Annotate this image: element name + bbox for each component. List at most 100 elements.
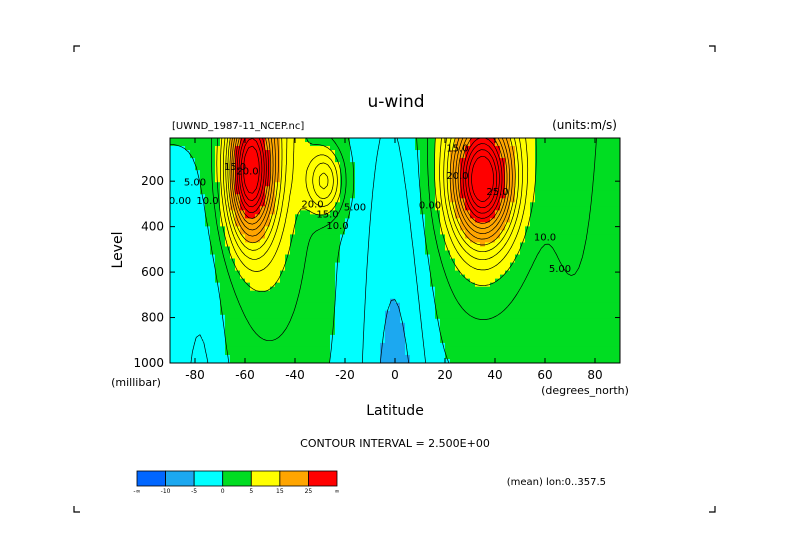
- contour-cell: [485, 286, 491, 292]
- contour-cell: [190, 278, 196, 284]
- contour-cell: [395, 230, 401, 236]
- contour-cell: [195, 274, 201, 280]
- contour-cell: [595, 226, 601, 232]
- contour-cell: [430, 318, 436, 324]
- contour-cell: [530, 226, 536, 232]
- contour-cell: [410, 238, 416, 244]
- contour-cell: [535, 198, 541, 203]
- contour-cell: [230, 250, 236, 256]
- contour-cell: [335, 306, 341, 312]
- contour-cell: [185, 214, 191, 219]
- contour-cell: [350, 358, 356, 363]
- contour-cell: [385, 234, 391, 240]
- contour-cell: [530, 358, 536, 363]
- contour-cell: [375, 174, 381, 179]
- contour-cell: [250, 270, 256, 276]
- contour-cell: [510, 274, 516, 280]
- contour-cell: [540, 302, 546, 308]
- contour-cell: [480, 322, 486, 328]
- contour-cell: [365, 282, 371, 288]
- contour-cell: [545, 294, 551, 300]
- contour-cell: [375, 322, 381, 328]
- contour-cell: [500, 318, 506, 324]
- contour-cell: [215, 342, 221, 348]
- contour-cell: [350, 202, 356, 207]
- contour-cell: [360, 306, 366, 312]
- contour-cell: [595, 230, 601, 236]
- contour-cell: [310, 150, 316, 155]
- contour-cell: [175, 334, 181, 340]
- contour-cell: [335, 154, 341, 159]
- contour-cell: [485, 290, 491, 296]
- contour-cell: [610, 282, 616, 288]
- contour-cell: [270, 142, 276, 147]
- contour-cell: [300, 354, 306, 360]
- contour-cell: [245, 222, 251, 227]
- contour-cell: [370, 230, 376, 236]
- contour-cell: [175, 214, 181, 219]
- contour-cell: [425, 330, 431, 336]
- contour-cell: [175, 246, 181, 252]
- contour-cell: [480, 202, 486, 207]
- contour-cell: [425, 206, 431, 211]
- contour-cell: [365, 338, 371, 344]
- contour-cell: [240, 306, 246, 312]
- contour-cell: [220, 290, 226, 296]
- contour-cell: [445, 346, 451, 352]
- contour-cell: [285, 210, 291, 215]
- contour-cell: [235, 162, 241, 167]
- contour-cell: [225, 334, 231, 340]
- contour-cell: [390, 166, 396, 171]
- contour-cell: [280, 246, 286, 252]
- contour-cell: [535, 138, 541, 143]
- contour-cell: [215, 250, 221, 256]
- contour-cell: [355, 198, 361, 203]
- contour-cell: [270, 258, 276, 264]
- contour-cell: [225, 222, 231, 227]
- contour-cell: [290, 190, 296, 195]
- contour-cell: [190, 294, 196, 300]
- contour-cell: [480, 350, 486, 356]
- contour-cell: [400, 262, 406, 268]
- contour-cell: [220, 258, 226, 264]
- contour-cell: [355, 346, 361, 352]
- contour-cell: [180, 150, 186, 155]
- contour-cell: [220, 350, 226, 356]
- contour-cell: [340, 190, 346, 195]
- contour-cell: [305, 178, 311, 183]
- contour-cell: [480, 194, 486, 199]
- contour-cell: [370, 314, 376, 320]
- contour-cell: [425, 286, 431, 292]
- contour-cell: [500, 150, 506, 155]
- contour-cell: [510, 218, 516, 223]
- contour-cell: [485, 310, 491, 316]
- contour-cell: [275, 210, 281, 215]
- contour-cell: [335, 274, 341, 280]
- contour-cell: [390, 170, 396, 175]
- contour-cell: [265, 310, 271, 316]
- contour-cell: [545, 186, 551, 191]
- contour-cell: [465, 338, 471, 344]
- contour-cell: [585, 234, 591, 240]
- contour-cell: [475, 358, 481, 363]
- contour-cell: [405, 270, 411, 276]
- contour-cell: [520, 190, 526, 195]
- contour-cell: [330, 154, 336, 159]
- contour-cell: [295, 174, 301, 179]
- contour-cell: [535, 178, 541, 183]
- contour-cell: [205, 170, 211, 175]
- contour-cell: [520, 150, 526, 155]
- contour-cell: [420, 314, 426, 320]
- contour-cell: [245, 138, 251, 143]
- contour-cell: [350, 286, 356, 292]
- contour-cell: [225, 210, 231, 215]
- contour-cell: [385, 262, 391, 268]
- contour-cell: [525, 254, 531, 260]
- contour-cell: [170, 302, 176, 308]
- contour-cell: [595, 250, 601, 256]
- contour-cell: [175, 350, 181, 356]
- contour-cell: [570, 230, 576, 236]
- contour-cell: [595, 290, 601, 296]
- contour-cell: [445, 202, 451, 207]
